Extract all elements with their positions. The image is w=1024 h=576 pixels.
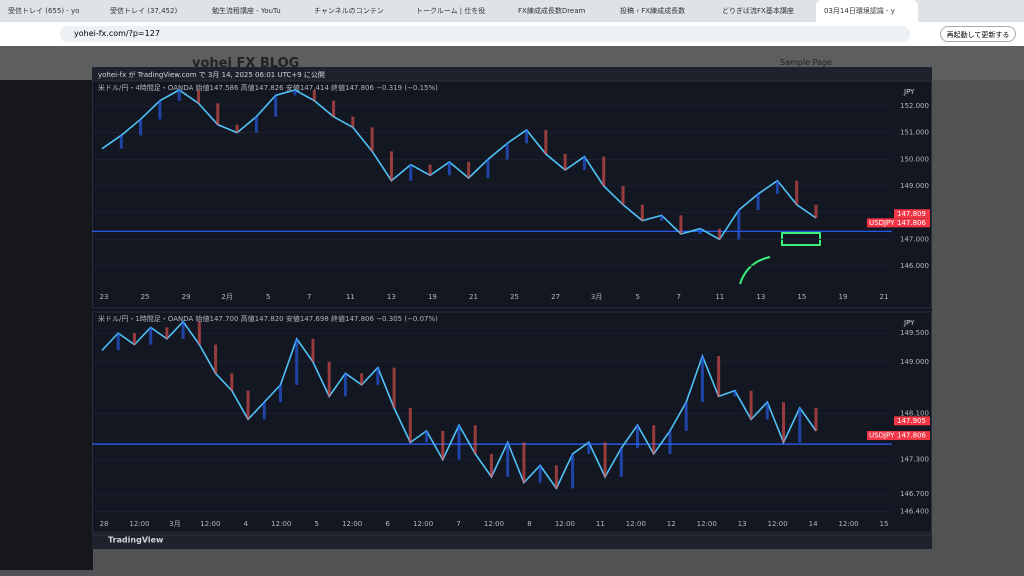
tab[interactable]: 投稿 ‹ FX練成成長数 bbox=[620, 7, 686, 15]
x-tick-label: 12:00 bbox=[768, 520, 788, 528]
tab-strip: 受信トレイ (655) - yo 受信トレイ (37,452) 勉生流租講座 - Y… bbox=[0, 0, 1024, 22]
tab[interactable]: どりぎば流FX基本講座 bbox=[722, 7, 794, 15]
x-tick-label: 12:00 bbox=[555, 520, 575, 528]
tab[interactable]: 勉生流租講座 - YouTu bbox=[212, 7, 281, 15]
x-tick-label: 12:00 bbox=[129, 520, 149, 528]
footer-brand: TradingView bbox=[108, 536, 164, 545]
tab[interactable]: 受信トレイ (655) - yo bbox=[8, 7, 80, 15]
x-tick-label: 5 bbox=[635, 293, 639, 301]
tab[interactable]: 03月14日環境認識 - y bbox=[816, 0, 918, 22]
tab[interactable]: トークルーム | 仕を役 bbox=[416, 7, 486, 15]
x-tick-label: 3月 bbox=[591, 293, 602, 301]
x-tick-label: 15 bbox=[797, 293, 806, 301]
x-tick-label: 11 bbox=[596, 520, 605, 528]
price-tag-label: 147.809 bbox=[897, 210, 926, 218]
url-field[interactable]: yohei-fx.com/?p=127 bbox=[60, 26, 910, 42]
x-tick-label: 14 bbox=[809, 520, 818, 528]
x-tick-label: 23 bbox=[100, 293, 109, 301]
y-tick-label: 151.000 bbox=[900, 129, 929, 137]
x-tick-label: 2月 bbox=[221, 293, 232, 301]
y-tick-label: 146.700 bbox=[900, 490, 929, 498]
price-tag bbox=[894, 416, 930, 426]
x-tick-label: 29 bbox=[182, 293, 191, 301]
x-tick-label: 15 bbox=[880, 520, 889, 528]
x-tick-label: 28 bbox=[100, 520, 109, 528]
tab[interactable]: チャンネルのコンテン bbox=[314, 7, 384, 15]
x-tick-label: 19 bbox=[428, 293, 437, 301]
y-tick-label: 146.000 bbox=[900, 262, 929, 270]
background-chart bbox=[0, 80, 93, 570]
price-tag bbox=[894, 218, 930, 228]
x-tick-label: 13 bbox=[387, 293, 396, 301]
x-tick-label: 7 bbox=[677, 293, 681, 301]
x-tick-label: 12:00 bbox=[413, 520, 433, 528]
price-line bbox=[101, 89, 817, 241]
y-tick-label: 148.100 bbox=[900, 410, 929, 418]
published: yohei-fx が TradingView.com で 3月 14, 2025… bbox=[98, 70, 325, 79]
pane-header: 米ドル/円・1時間足・OANDA 始値147.700 高値147.820 安値1… bbox=[98, 314, 438, 323]
tab[interactable]: 受信トレイ (37,452) bbox=[110, 7, 178, 15]
x-tick-label: 13 bbox=[756, 293, 765, 301]
x-tick-label: 25 bbox=[141, 293, 150, 301]
symbol-label: USDJPY bbox=[869, 219, 895, 227]
price-tag-label: 147.806 bbox=[897, 432, 926, 440]
symbol-label: USDJPY bbox=[869, 432, 895, 440]
x-tick-label: 7 bbox=[456, 520, 460, 528]
x-tick-label: 8 bbox=[527, 520, 531, 528]
price-tag-label: 147.806 bbox=[897, 219, 926, 227]
x-tick-label: 12:00 bbox=[200, 520, 220, 528]
currency: JPY bbox=[903, 319, 915, 327]
x-tick-label: 12 bbox=[667, 520, 676, 528]
x-tick-label: 12:00 bbox=[271, 520, 291, 528]
x-tick-label: 25 bbox=[510, 293, 519, 301]
y-tick-label: 146.400 bbox=[900, 507, 929, 515]
update-button[interactable]: 再起動して更新する bbox=[940, 26, 1016, 42]
x-tick-label: 11 bbox=[715, 293, 724, 301]
y-tick-label: 147.300 bbox=[900, 456, 929, 464]
viewer-footer bbox=[92, 531, 932, 549]
tab[interactable]: FX練成成長数Dream bbox=[518, 7, 586, 15]
x-tick-label: 27 bbox=[551, 293, 560, 301]
nav-link[interactable]: Sample Page bbox=[780, 58, 832, 67]
x-tick-label: 21 bbox=[469, 293, 478, 301]
x-tick-label: 7 bbox=[307, 293, 311, 301]
symbol-tag bbox=[867, 431, 894, 441]
y-tick-label: 152.000 bbox=[900, 102, 929, 110]
x-tick-label: 12:00 bbox=[838, 520, 858, 528]
x-tick-label: 12:00 bbox=[342, 520, 362, 528]
x-tick-label: 19 bbox=[838, 293, 847, 301]
y-tick-label: 150.000 bbox=[900, 155, 929, 163]
x-tick-label: 21 bbox=[880, 293, 889, 301]
x-tick-label: 11 bbox=[346, 293, 355, 301]
x-tick-label: 12:00 bbox=[626, 520, 646, 528]
viewer-header bbox=[92, 67, 932, 81]
pane-header: 米ドル/円・4時間足・OANDA 始値147.586 高値147.826 安値1… bbox=[98, 83, 438, 92]
chart-viewer: yohei-fx が TradingView.com で 3月 14, 2025… bbox=[92, 67, 932, 549]
price-tag-label: 147.905 bbox=[897, 417, 926, 425]
x-tick-label: 13 bbox=[738, 520, 747, 528]
x-tick-label: 4 bbox=[244, 520, 249, 528]
pane-border bbox=[92, 311, 932, 536]
x-tick-label: 3月 bbox=[169, 520, 180, 528]
x-tick-label: 5 bbox=[314, 520, 318, 528]
x-tick-label: 6 bbox=[385, 520, 390, 528]
y-tick-label: 149.000 bbox=[900, 182, 929, 190]
pane-border bbox=[92, 80, 932, 309]
y-tick-label: 149.500 bbox=[900, 329, 929, 337]
x-tick-label: 12:00 bbox=[484, 520, 504, 528]
x-tick-label: 12:00 bbox=[697, 520, 717, 528]
x-tick-label: 5 bbox=[266, 293, 270, 301]
y-tick-label: 147.000 bbox=[900, 235, 929, 243]
symbol-tag bbox=[867, 218, 894, 228]
y-tick-label: 149.000 bbox=[900, 358, 929, 366]
address-bar: yohei-fx.com/?p=127 再起動して更新する bbox=[0, 22, 1024, 46]
currency: JPY bbox=[903, 88, 915, 96]
price-tag bbox=[894, 431, 930, 441]
price-tag bbox=[894, 209, 930, 219]
